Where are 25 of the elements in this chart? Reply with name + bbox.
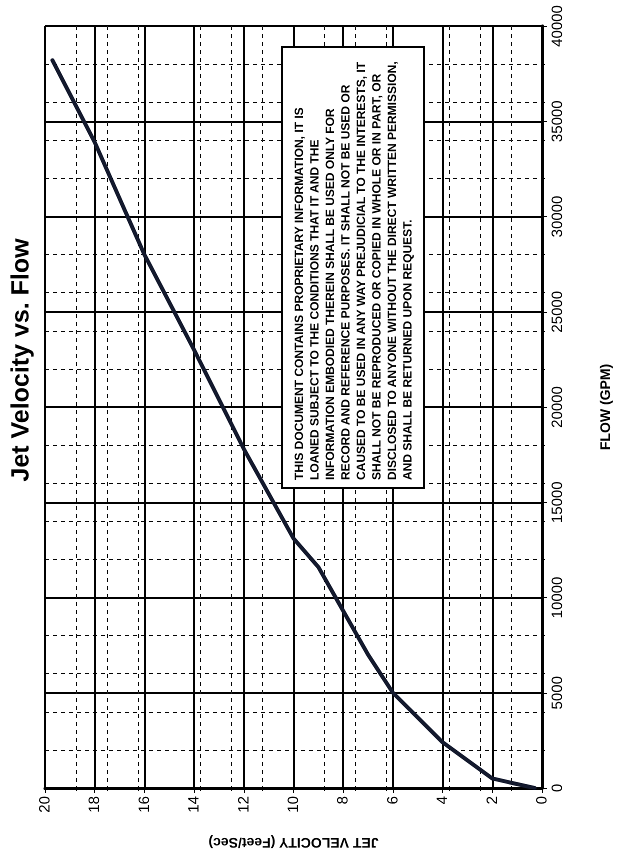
y-tick-label: 25000 [549, 290, 566, 333]
x-tick-label: 16 [136, 796, 153, 813]
y-axis-title: FLOW (GPM) [597, 364, 613, 450]
y-tick-label: 10000 [549, 576, 566, 618]
y-tick-label: 5000 [549, 676, 566, 710]
x-axis-title: JET VELOCITY (Feet/Sec) [208, 835, 379, 851]
y-tick-label: 20000 [549, 386, 566, 428]
x-tick-label: 12 [235, 796, 252, 813]
y-tick-label: 15000 [549, 481, 566, 524]
annotation: THIS DOCUMENT CONTAINS PROPRIETARY INFORMATION, IT IS LOANED SUBJECT TO THE CONDITIONS THAT IT AND THE INFORMATION EMBODIED THEREIN SHALL BE USED ONLY FOR RECORD AND REFERENCE PURPOSES. IT SHALL NOT BE USED OR CAUSED TO BE USED IN ANY WAY PREJUDICIAL TO THE INTERESTS, IT SHALL NOT BE REPRODUCED OR COPIED IN WHOLE OR IN PART, OR DISCLOSED TO ANYONE WITHOUT THE DIRECT WRITTEN PERMISSION, AND SHALL BE RETURNED UPON REQUEST. [292, 58, 414, 480]
line-series [50, 58, 537, 790]
x-tick-label: 8 [334, 796, 352, 804]
text: Jet Velocity vs. Flow [6, 238, 34, 482]
y-tick-label: 35000 [549, 100, 566, 142]
y-tick-label: 0 [549, 784, 566, 792]
x-tick-label: 10 [285, 796, 302, 813]
x-tick-label: 20 [36, 796, 54, 813]
y-tick-label: 30000 [549, 196, 566, 238]
x-tick-label: 2 [484, 796, 501, 804]
x-tick-label: 6 [384, 796, 402, 804]
x-tick-label: 14 [186, 796, 203, 813]
y-tick-label: 40000 [549, 5, 566, 47]
x-tick-label: 18 [86, 796, 104, 813]
x-tick-label: 4 [434, 796, 452, 804]
x-tick-label: 0 [534, 796, 550, 804]
